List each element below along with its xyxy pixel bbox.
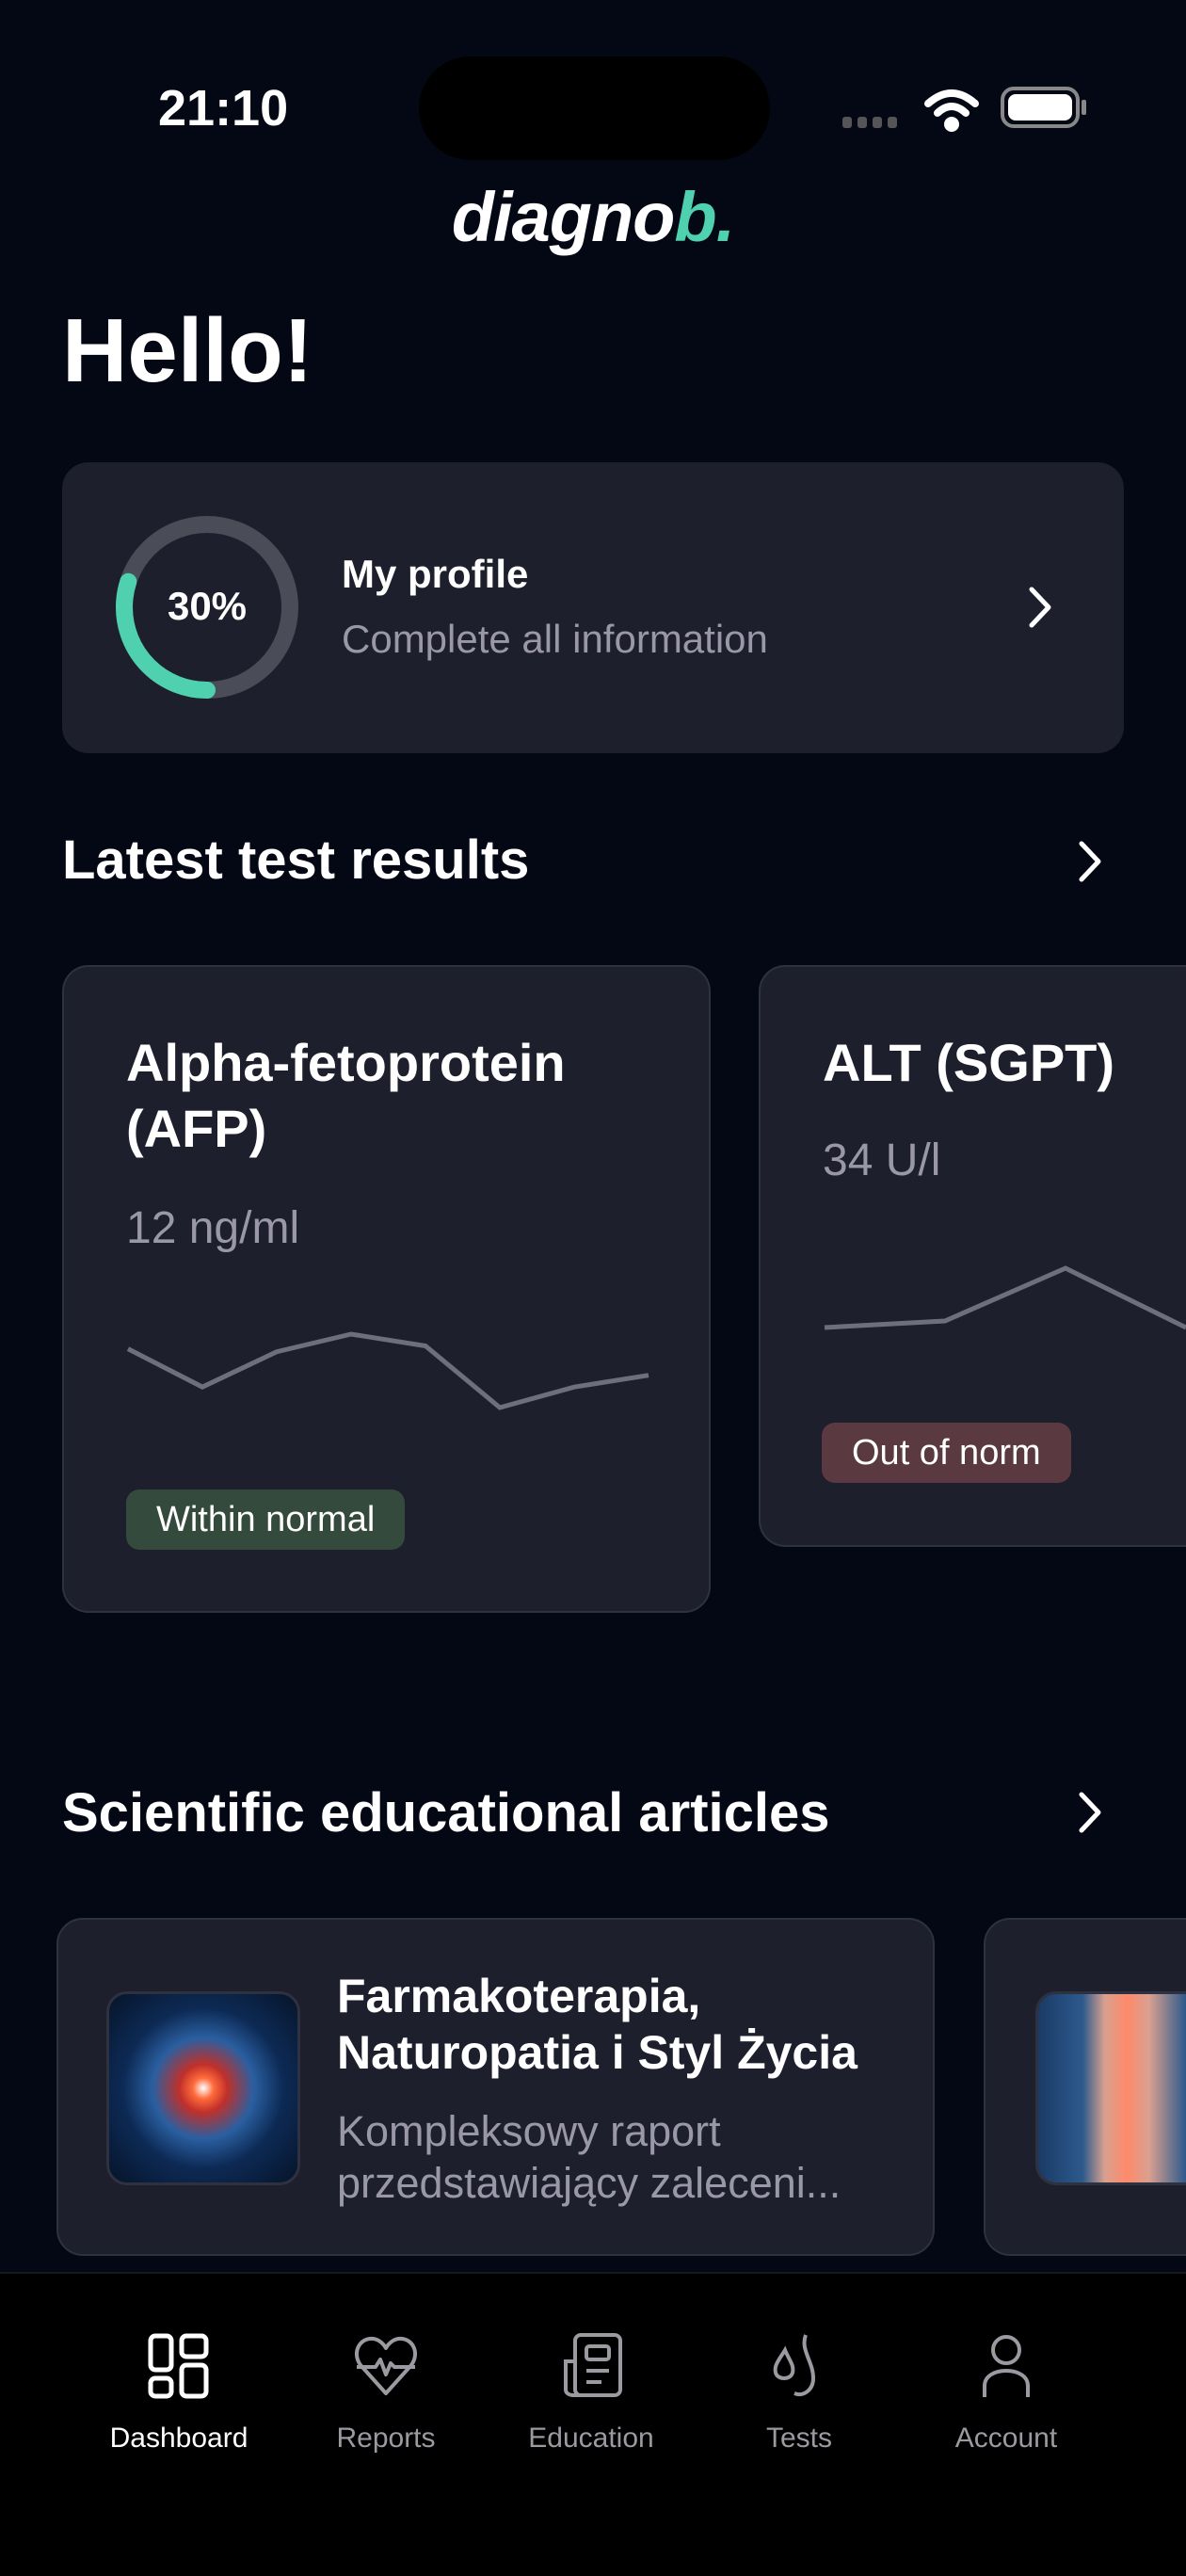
- drops-icon: [773, 2334, 816, 2396]
- signal-icon: [842, 117, 897, 128]
- tab-education[interactable]: Education: [488, 2333, 695, 2455]
- tab-bar: [0, 2272, 1186, 2576]
- profile-progress-ring: [116, 516, 298, 699]
- dashboard-grid-icon: [148, 2333, 209, 2399]
- status-badge-normal: Within normal: [126, 1489, 406, 1550]
- test-name: Alpha-fetoprotein (AFP): [126, 1033, 566, 1158]
- articles-chevron-icon[interactable]: [1076, 1791, 1104, 1834]
- tab-account[interactable]: Account: [903, 2333, 1110, 2455]
- profile-card[interactable]: [62, 462, 1124, 753]
- tab-tests[interactable]: Tests: [696, 2333, 903, 2455]
- article-thumbnail: [106, 1991, 300, 2185]
- profile-subtitle: Complete all information: [342, 617, 768, 661]
- newspaper-icon: [564, 2333, 622, 2397]
- article-description: Kompleksowy raport przedstawiający zalece…: [337, 2107, 841, 2207]
- status-time: 21:10: [158, 80, 289, 137]
- test-value: 12 ng/ml: [126, 1203, 300, 1253]
- article-title: Farmakoterapia, Naturopatia i Styl Życia: [337, 1970, 857, 2079]
- app-logo: diagnob.: [451, 178, 735, 256]
- battery-icon: [1001, 87, 1086, 128]
- trend-line-alt: [824, 1265, 1186, 1330]
- sparklines: [126, 1265, 1186, 1410]
- article-thumbnail: [1035, 1991, 1186, 2185]
- tab-label: Reports: [336, 2423, 436, 2454]
- status-badge-out-of-norm: Out of norm: [822, 1423, 1071, 1483]
- wifi-icon: [924, 89, 979, 132]
- tab-label: Education: [528, 2423, 654, 2454]
- articles-heading: Scientific educational articles: [62, 1782, 830, 1843]
- tab-label: Tests: [765, 2423, 833, 2454]
- tab-dashboard[interactable]: Dashboard: [75, 2333, 282, 2455]
- dynamic-island: [419, 56, 770, 160]
- greeting-heading: Hello!: [62, 300, 313, 401]
- person-icon: [983, 2335, 1030, 2397]
- tab-label: Account: [954, 2423, 1058, 2454]
- tab-reports[interactable]: Reports: [282, 2333, 489, 2455]
- profile-title: My profile: [342, 552, 529, 596]
- trend-line-afp: [126, 1331, 649, 1410]
- progress-arc: [116, 516, 298, 699]
- chevron-right-icon[interactable]: [1026, 586, 1054, 629]
- status-icons: [842, 87, 1086, 132]
- test-name: ALT (SGPT): [823, 1033, 1115, 1092]
- tab-label: Dashboard: [109, 2423, 248, 2454]
- test-value: 34 U/l: [823, 1135, 941, 1185]
- latest-results-chevron-icon[interactable]: [1076, 840, 1104, 883]
- latest-results-heading: Latest test results: [62, 829, 530, 891]
- profile-progress-label: 30%: [167, 584, 248, 628]
- heart-pulse-icon: [355, 2336, 417, 2395]
